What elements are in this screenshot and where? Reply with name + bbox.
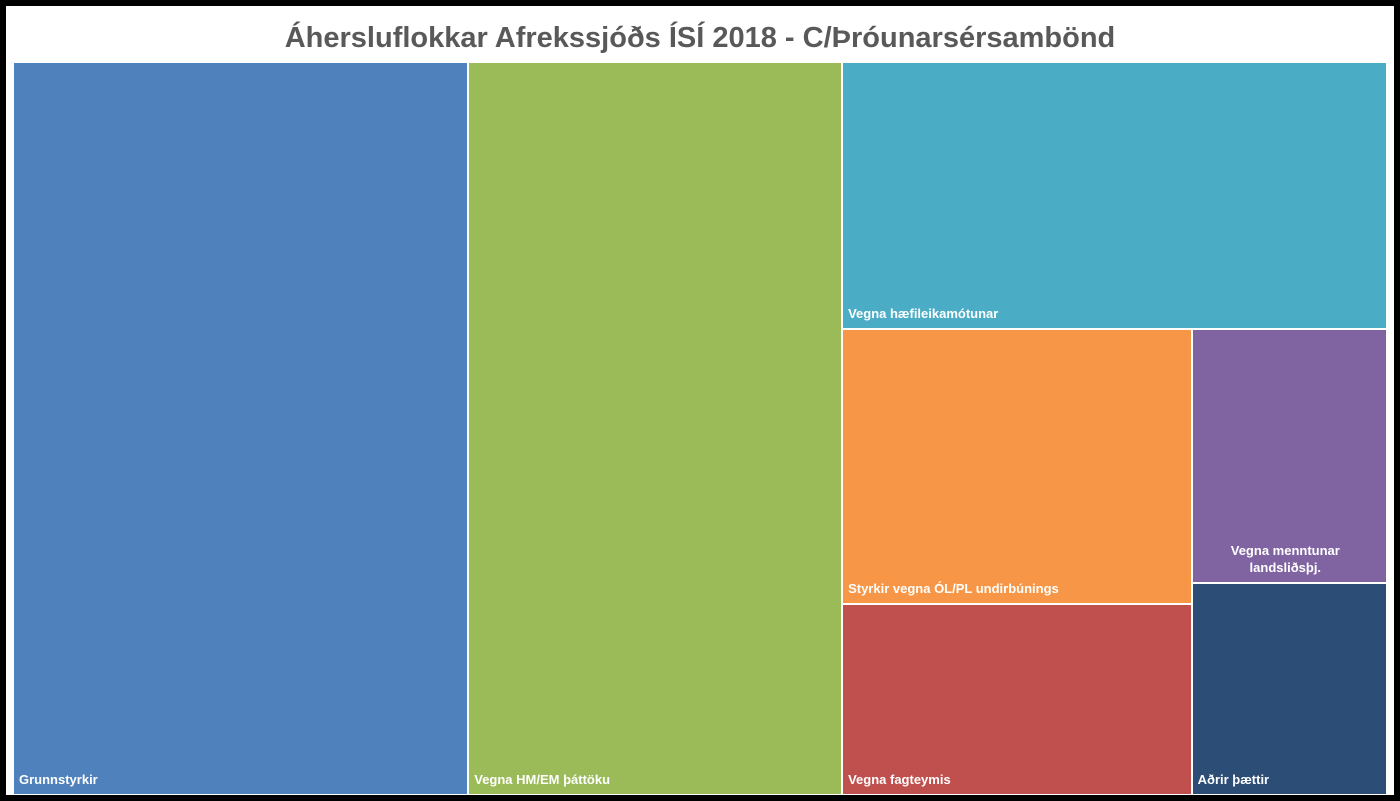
tile: Styrkir vegna ÓL/PL undirbúnings <box>842 329 1192 605</box>
tile-label: Vegna fagteymis <box>848 771 951 787</box>
plot-area: Grunnstyrkir Vegna HM/EM þáttöku Vegna hæf… <box>13 62 1387 795</box>
tile: Vegna menntunar landsliðsþj. <box>1191 329 1387 583</box>
tile-label: Styrkir vegna ÓL/PL undirbúnings <box>848 581 1059 597</box>
tile-label: Vegna hæfileikamótunar <box>848 306 999 322</box>
tile-label: Vegna menntunar landsliðsþj. <box>1230 542 1340 575</box>
tile: Vegna HM/EM þáttöku <box>468 62 843 795</box>
tile: Vegna fagteymis <box>842 604 1192 795</box>
tile: Vegna hæfileikamótunar <box>842 62 1387 330</box>
tile-label: Aðrir þættir <box>1197 771 1270 787</box>
tile-label: Vegna HM/EM þáttöku <box>474 772 611 787</box>
tile: Grunnstyrkir <box>13 62 469 795</box>
chart-title: Áhersluflokkar Afrekssjóðs ÍSÍ 2018 - C/… <box>284 22 1116 54</box>
tile-label: Grunnstyrkir <box>19 772 98 787</box>
tile: Aðrir þættir <box>1191 582 1387 795</box>
